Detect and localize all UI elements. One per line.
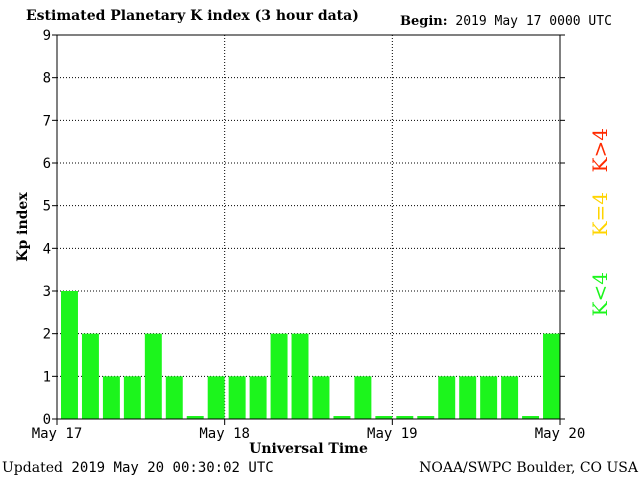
kp-bar <box>438 376 456 419</box>
kp-bar <box>123 376 141 419</box>
y-tick-label: 3 <box>43 284 51 300</box>
kp-bar <box>522 416 540 419</box>
kp-bar <box>102 376 120 419</box>
begin-label: Begin: <box>400 14 448 29</box>
kp-bar <box>228 376 246 419</box>
kp-bar <box>144 333 162 419</box>
y-tick-label: 6 <box>43 156 51 172</box>
y-axis-label: Kp index <box>15 192 31 262</box>
updated-value: 2019 May 20 00:30:02 UTC <box>71 460 274 476</box>
legend-k-greater-4: K>4 <box>588 128 612 173</box>
kp-bar <box>501 376 519 419</box>
kp-bar <box>459 376 477 419</box>
kp-bar <box>207 376 225 419</box>
updated-label: Updated <box>2 460 63 476</box>
x-tick-label: May 17 <box>32 426 83 442</box>
kp-bar <box>270 333 288 419</box>
y-tick-label: 8 <box>43 71 51 87</box>
y-tick-label: 7 <box>43 113 51 129</box>
kp-bar <box>81 333 99 419</box>
kp-bar <box>291 333 309 419</box>
plot-frame <box>56 34 561 420</box>
kp-bar <box>375 416 393 419</box>
kp-bar <box>249 376 267 419</box>
x-axis-label: Universal Time <box>249 441 368 457</box>
begin-value: 2019 May 17 0000 UTC <box>455 14 612 29</box>
begin-time: Begin: 2019 May 17 0000 UTC <box>400 14 612 29</box>
kp-bar <box>543 333 560 419</box>
y-tick-label: 2 <box>43 327 51 343</box>
kp-bar <box>61 291 78 419</box>
y-tick-label: 5 <box>43 199 51 215</box>
kp-bar <box>333 416 351 419</box>
source-credit: NOAA/SWPC Boulder, CO USA <box>419 460 638 476</box>
legend-k-less-4: K<4 <box>588 272 612 317</box>
kp-bar <box>312 376 330 419</box>
kp-bar <box>417 416 435 419</box>
y-tick-label: 9 <box>43 28 51 44</box>
y-tick-label: 0 <box>43 412 51 428</box>
x-tick-label: May 18 <box>199 426 250 442</box>
kp-bar <box>396 416 414 419</box>
kp-bar <box>354 376 372 419</box>
x-tick-label: May 20 <box>535 426 586 442</box>
x-tick-label: May 19 <box>367 426 418 442</box>
kp-bar <box>186 416 204 419</box>
chart-title: Estimated Planetary K index (3 hour data… <box>26 8 359 24</box>
kp-bar <box>480 376 498 419</box>
y-tick-label: 1 <box>43 369 51 385</box>
kp-bar <box>165 376 183 419</box>
y-tick-label: 4 <box>43 241 51 257</box>
legend-k-equal-4: K=4 <box>588 192 612 237</box>
updated-timestamp: Updated 2019 May 20 00:30:02 UTC <box>2 460 274 476</box>
